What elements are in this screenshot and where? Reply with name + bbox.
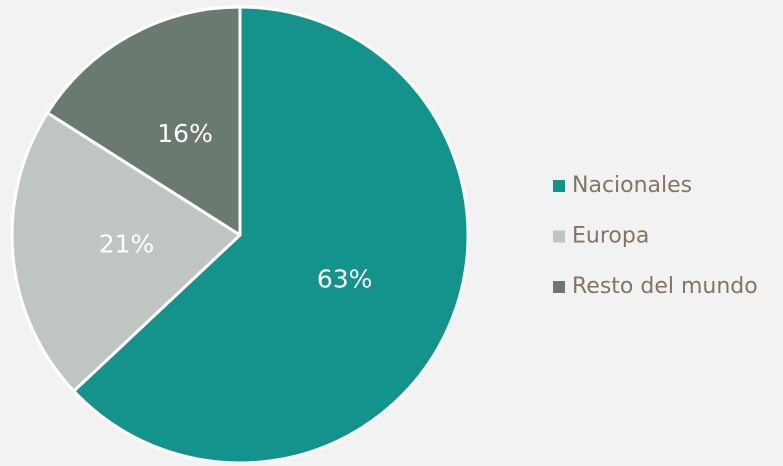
legend-label: Europa	[572, 224, 649, 249]
pie-slice	[72, 5, 470, 465]
legend-swatch	[553, 230, 565, 243]
data-label: 16%	[157, 119, 213, 148]
data-label: 63%	[317, 264, 373, 293]
data-label: 21%	[99, 230, 155, 259]
pie-slice	[45, 5, 242, 237]
legend-swatch	[553, 180, 565, 192]
legend-label: Nacionales	[572, 173, 692, 198]
legend-label: Resto del mundo	[572, 274, 758, 299]
legend-swatch	[553, 281, 565, 293]
pie-slice	[10, 111, 242, 393]
